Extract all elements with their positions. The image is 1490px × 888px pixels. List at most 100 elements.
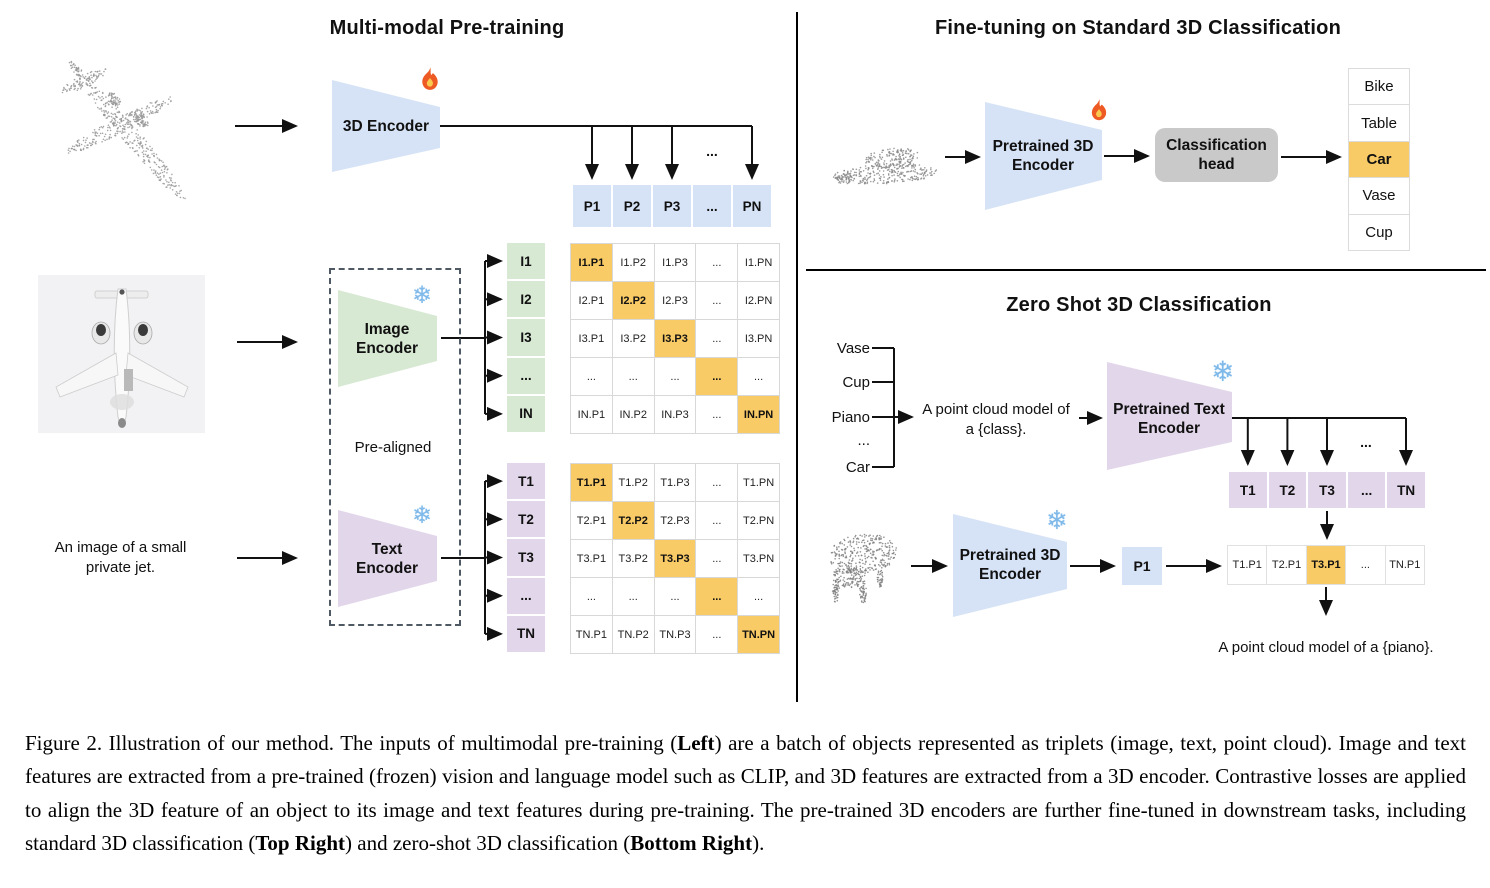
image-point-similarity-cell: ...	[571, 358, 612, 395]
text-feature-cell: T3	[1308, 472, 1346, 508]
image-point-similarity-cell: ...	[654, 358, 696, 395]
text-point-similarity-cell: ...	[696, 578, 738, 615]
text-point-similarity-cell: T1.P1	[571, 464, 612, 501]
zeroshot-class-label: Cup	[842, 374, 870, 391]
snowflake-icon: ❄	[1046, 505, 1068, 535]
text-feature-cell: T1	[507, 463, 545, 500]
point-feature-cell: P3	[653, 185, 691, 227]
pretrained-text-encoder-shape	[1107, 362, 1232, 470]
text-point-similarity-cell: TN.P3	[654, 616, 696, 653]
text-point-similarity-cell: T1.PN	[738, 464, 779, 501]
text-point-similarity-cell: ...	[696, 502, 738, 539]
text-input-line2: private jet.	[85, 558, 156, 576]
image-point-similarity-cell: ...	[738, 358, 779, 395]
image-point-similarity-cell: ...	[696, 282, 738, 319]
point-feature-box: P1	[1122, 547, 1162, 585]
text-point-similarity-cell: TN.P2	[612, 616, 654, 653]
caption-text: ).	[752, 831, 765, 856]
prompt-text: A point cloud model of a {class}.	[906, 400, 1086, 439]
text-feature-cell: TN	[1387, 472, 1425, 508]
text-feature-cell: T3	[507, 539, 545, 576]
class-cell: Bike	[1349, 69, 1409, 105]
prealigned-group-box	[329, 268, 461, 626]
point-feature-row: P1 P2 P3... PN	[573, 185, 771, 227]
text-input-caption: An image of a small private jet.	[28, 538, 213, 577]
snowflake-icon: ❄	[412, 282, 433, 309]
point-feature-cell: PN	[733, 185, 771, 227]
text-point-similarity-cell: TN.PN	[738, 616, 779, 653]
image-point-similarity-cell: ...	[696, 358, 738, 395]
text-point-similarity-cell: ...	[654, 578, 696, 615]
text-feature-cell: T2	[1268, 472, 1307, 508]
snowflake-icon: ❄	[1211, 356, 1235, 387]
class-cell: Car	[1349, 141, 1409, 178]
arrow-lines	[235, 119, 1413, 641]
image-point-similarity-cell: I1.P2	[612, 244, 654, 281]
zeroshot-title: Zero Shot 3D Classification	[1006, 294, 1272, 316]
class-cell: Vase	[1349, 178, 1409, 214]
text-point-similarity-cell: ...	[612, 578, 654, 615]
class-cell: Table	[1349, 105, 1409, 141]
class-prediction-list: Bike Table Car Vase Cup	[1348, 68, 1410, 251]
image-point-similarity-cell: ...	[696, 396, 738, 433]
image-encoder-label-line1: Image	[364, 321, 410, 338]
text-point-similarity-cell: T3.P2	[612, 540, 654, 577]
caption-bold-text: Left	[677, 731, 715, 755]
text-point-similarity-cell: T3.P1	[571, 540, 612, 577]
classification-head-line1: Classification	[1166, 137, 1267, 154]
image-point-similarity-cell: I3.PN	[738, 320, 779, 357]
pretrained-3d-encoder-label: Pretrained 3D Encoder	[981, 137, 1105, 175]
text-encoder-shape	[338, 510, 437, 607]
pretrained-text-encoder-line2: Encoder	[1137, 420, 1200, 437]
image-point-similarity-cell: I2.P3	[654, 282, 696, 319]
3d-encoder-shape	[332, 80, 440, 172]
caption-bold-text: Bottom Right	[630, 831, 753, 856]
image-point-similarity-cell: ...	[696, 320, 738, 357]
pretrained-3d-encoder-shape	[985, 102, 1102, 210]
pretrained-3d-encoder-zs-line2: Encoder	[978, 566, 1041, 583]
pretrained-3d-encoder-line2: Encoder	[1011, 157, 1074, 174]
image-point-similarity-cell: ...	[612, 358, 654, 395]
text-point-similarity-cell: ...	[696, 540, 738, 577]
pretrained-3d-encoder-zs-label: Pretrained 3D Encoder	[948, 546, 1072, 584]
car-point-cloud	[832, 147, 938, 185]
image-feature-cell: ...	[507, 357, 545, 394]
text-point-similarity-cell: TN.P1	[571, 616, 612, 653]
finetune-title: Fine-tuning on Standard 3D Classificatio…	[934, 17, 1341, 39]
image-point-similarity-cell: I2.P1	[571, 282, 612, 319]
image-point-similarity-cell: I2.P2	[612, 282, 654, 319]
pretrained-3d-encoder-zs-shape	[953, 514, 1067, 617]
zeroshot-output-text: A point cloud model of a {piano}.	[1218, 639, 1434, 656]
text-point-similarity-matrix: T1.P1 T1.P2 T1.P3... T1.PN T2.P1 T2.P2 T2.P3..…	[570, 463, 780, 654]
caption-bold-text: Top Right	[255, 831, 346, 856]
text-encoder-label: Text Encoder	[337, 540, 437, 578]
image-point-similarity-cell: ...	[696, 244, 738, 281]
text-input-line1: An image of a small	[54, 539, 187, 556]
similarity-cell: T1.P1	[1228, 546, 1267, 584]
panel-dividers	[796, 12, 1486, 702]
similarity-cell: T2.P1	[1267, 546, 1306, 584]
image-encoder-shape	[338, 290, 437, 387]
text-point-similarity-cell: ...	[738, 578, 779, 615]
similarity-result-row: T1.P1 T2.P1 T3.P1... TN.P1	[1227, 545, 1425, 585]
fire-icon	[416, 66, 444, 99]
t-fanout-ellipsis: ...	[1360, 434, 1372, 450]
text-encoder-label-line2: Encoder	[355, 560, 418, 577]
zeroshot-class-label: Vase	[836, 340, 870, 357]
image-encoder-label-line2: Encoder	[355, 340, 418, 357]
airplane-point-cloud	[61, 60, 186, 200]
similarity-cell: T3.P1	[1306, 546, 1346, 584]
text-point-similarity-cell: T3.P3	[654, 540, 696, 577]
point-feature-cell: P1	[573, 185, 611, 227]
text-point-similarity-cell: T1.P2	[612, 464, 654, 501]
point-feature-cell: P2	[613, 185, 651, 227]
text-point-similarity-cell: ...	[696, 464, 738, 501]
fire-icon	[1086, 98, 1112, 129]
zeroshot-class-label: Piano	[831, 409, 870, 426]
image-point-similarity-cell: I3.P3	[654, 320, 696, 357]
text-point-similarity-cell: T2.P3	[654, 502, 696, 539]
image-point-similarity-cell: I2.PN	[738, 282, 779, 319]
image-feature-cell: I1	[507, 243, 545, 280]
image-point-similarity-matrix: I1.P1 I1.P2 I1.P3... I1.PN I2.P1 I2.P2 I2.P3..…	[570, 243, 780, 434]
